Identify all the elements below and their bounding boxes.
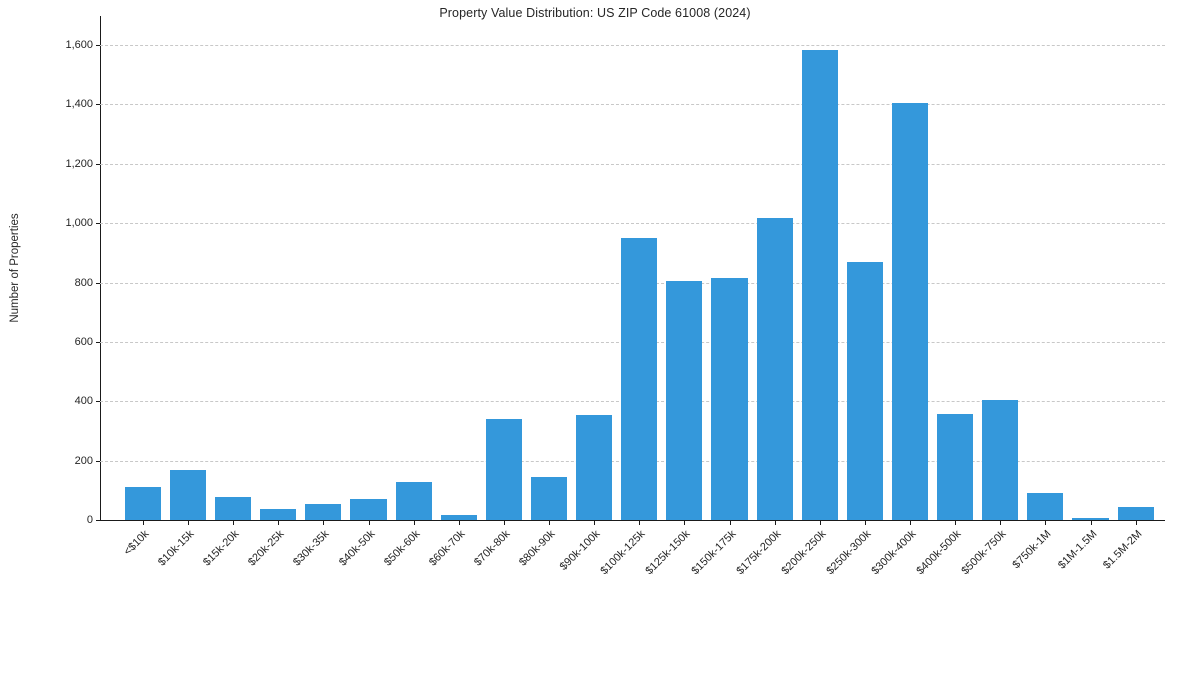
gridline <box>100 223 1165 225</box>
x-tick-mark <box>1000 520 1002 525</box>
bar <box>124 487 161 520</box>
x-tick-mark <box>864 520 866 525</box>
y-axis-label-wrapper: Number of Properties <box>9 0 23 590</box>
x-tick-mark <box>639 520 641 525</box>
x-tick-mark <box>187 520 189 525</box>
bar <box>350 499 387 520</box>
x-tick-mark <box>1090 520 1092 525</box>
y-tick-mark <box>96 341 100 343</box>
y-tick-mark <box>96 460 100 462</box>
bar <box>1027 492 1064 520</box>
bar <box>1117 506 1154 520</box>
bar <box>169 469 207 520</box>
bar <box>666 280 703 520</box>
bar <box>937 414 974 520</box>
y-tick-mark <box>96 520 100 521</box>
chart-title: Property Value Distribution: US ZIP Code… <box>439 6 751 20</box>
y-tick-mark <box>96 401 100 403</box>
bar <box>440 515 477 520</box>
bar <box>621 237 658 520</box>
x-tick-mark <box>503 520 505 525</box>
bar <box>576 415 613 520</box>
bar <box>756 218 793 520</box>
bar <box>485 418 522 520</box>
y-tick-label: 1,600 <box>65 39 93 51</box>
bar <box>530 476 568 520</box>
x-tick-mark <box>955 520 957 525</box>
y-tick-label: 400 <box>74 395 93 408</box>
x-tick-mark <box>910 520 912 525</box>
bar <box>982 400 1019 520</box>
bar <box>305 504 342 520</box>
gridline <box>100 45 1165 46</box>
x-tick-mark <box>323 520 325 525</box>
y-tick-label: 200 <box>74 454 93 467</box>
x-tick-mark <box>774 520 776 525</box>
x-tick-mark <box>594 520 596 525</box>
y-axis-label: Number of Properties <box>9 213 21 323</box>
plot-area <box>100 16 1165 520</box>
x-tick-mark <box>729 520 731 525</box>
y-tick-label: 1,200 <box>65 157 93 170</box>
x-tick-mark <box>1045 520 1047 525</box>
x-tick-mark <box>278 520 280 525</box>
y-tick-label: 800 <box>74 276 93 289</box>
x-tick-mark <box>819 520 821 525</box>
x-tick-mark <box>368 520 370 525</box>
bar <box>1072 517 1109 520</box>
x-tick-mark <box>684 520 686 525</box>
y-tick-label: 600 <box>74 335 93 348</box>
y-tick-label: 1,000 <box>65 217 93 230</box>
bar <box>801 49 838 520</box>
y-axis-line <box>100 16 101 520</box>
bar <box>395 482 432 520</box>
bar <box>215 496 252 520</box>
y-tick-mark <box>96 163 100 165</box>
x-axis-line <box>100 519 1165 521</box>
y-tick-label: 0 <box>86 514 93 526</box>
x-tick-mark <box>142 520 144 525</box>
gridline <box>100 104 1165 106</box>
bar <box>846 262 883 520</box>
x-tick-mark <box>1135 520 1137 525</box>
y-tick-label: 1,400 <box>65 98 93 111</box>
y-tick-mark <box>96 104 100 106</box>
y-tick-mark <box>96 45 100 46</box>
x-tick-mark <box>458 520 460 525</box>
y-tick-mark <box>96 282 100 284</box>
bar <box>711 278 748 520</box>
gridline <box>100 163 1165 165</box>
x-tick-mark <box>549 520 550 525</box>
x-tick-mark <box>413 520 415 525</box>
bar <box>891 103 929 520</box>
bar <box>260 509 297 520</box>
chart-figure: Property Value Distribution: US ZIP Code… <box>9 0 1165 590</box>
y-tick-mark <box>96 223 100 225</box>
x-tick-mark <box>233 520 235 525</box>
